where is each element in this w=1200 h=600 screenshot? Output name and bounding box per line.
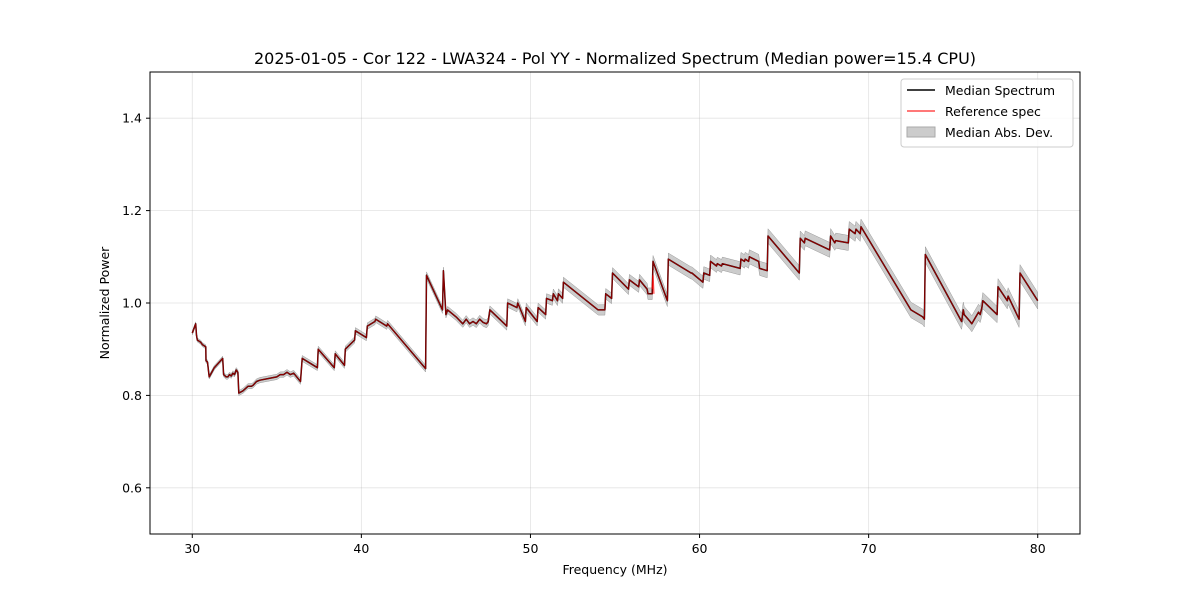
x-tick-label: 60 xyxy=(692,541,708,556)
legend-swatch-mad xyxy=(906,126,936,138)
x-tick-label: 40 xyxy=(353,541,369,556)
reference-spike-line xyxy=(651,275,655,294)
legend-label-mad: Median Abs. Dev. xyxy=(945,125,1053,140)
y-axis-ticks: 0.6 0.8 1.0 1.2 1.4 xyxy=(122,111,150,495)
y-tick-label: 0.8 xyxy=(122,388,142,403)
legend-box xyxy=(900,78,1074,148)
legend-label-reference: Reference spec xyxy=(945,104,1041,119)
x-axis-label: Frequency (MHz) xyxy=(562,562,667,577)
x-axis-ticks: 30 40 50 60 70 80 xyxy=(184,534,1046,556)
y-tick-label: 1.0 xyxy=(122,296,142,311)
reference-spectrum-line xyxy=(191,226,1039,394)
legend-label-median: Median Spectrum xyxy=(945,83,1055,98)
chart-title: 2025-01-05 - Cor 122 - LWA324 - Pol YY -… xyxy=(254,49,976,68)
series-lines xyxy=(191,226,1039,394)
y-tick-label: 1.2 xyxy=(122,203,142,218)
mad-band xyxy=(192,218,1038,397)
y-tick-label: 1.4 xyxy=(122,111,142,126)
y-tick-label: 0.6 xyxy=(122,480,142,495)
y-axis-label: Normalized Power xyxy=(97,246,112,360)
x-tick-label: 30 xyxy=(184,541,200,556)
x-tick-label: 70 xyxy=(861,541,877,556)
legend: Median Spectrum Reference spec Median Ab… xyxy=(900,78,1074,148)
x-tick-label: 50 xyxy=(523,541,539,556)
mad-band-area xyxy=(192,218,1038,397)
x-tick-label: 80 xyxy=(1030,541,1046,556)
